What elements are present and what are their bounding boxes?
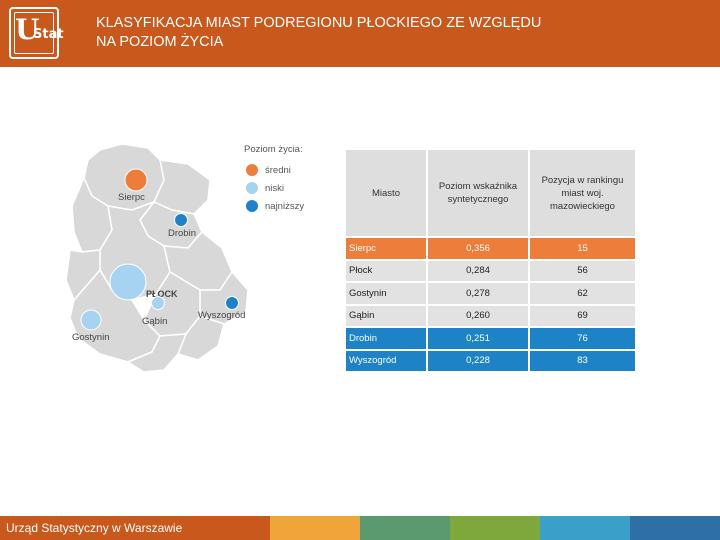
map-districts: [65, 143, 249, 373]
cell-index: 0,251: [426, 328, 528, 349]
subregion-map: Sierpc Drobin PŁOCK Gąbin Wyszogród Gost…: [65, 143, 249, 373]
header-city: Miasto: [346, 150, 426, 236]
header-bar: U Stat KLASYFIKACJA MIAST PODREGIONU PŁO…: [0, 0, 720, 67]
cell-index: 0,284: [426, 260, 528, 281]
title-line-2: NA POZIOM ŻYCIA: [96, 34, 224, 50]
footer-segment: [360, 516, 450, 540]
marker-wyszogrod: [225, 296, 239, 310]
page-title: KLASYFIKACJA MIAST PODREGIONU PŁOCKIEGO …: [96, 14, 541, 52]
map-legend: Poziom życia: średni niski najniższy: [244, 144, 334, 215]
logo-inner-frame: [14, 12, 54, 54]
marker-drobin: [174, 213, 188, 227]
footer-institution: Urząd Statystyczny w Warszawie: [6, 521, 183, 535]
cell-index: 0,278: [426, 283, 528, 304]
table-row: Płock 0,284 56: [346, 260, 635, 281]
header-index: Poziom wskaźnika syntetycznego: [426, 150, 528, 236]
cell-city: Gostynin: [346, 283, 426, 304]
legend-dot-medium: [246, 164, 258, 176]
footer-bar: [0, 516, 720, 540]
footer-segment: [540, 516, 630, 540]
table-row: Drobin 0,251 76: [346, 328, 635, 349]
legend-item-lowest: najniższy: [244, 197, 334, 215]
district-south-west: [65, 249, 101, 302]
map-label-plock: PŁOCK: [146, 289, 178, 299]
marker-plock: [109, 263, 147, 301]
cell-index: 0,260: [426, 305, 528, 326]
legend-dot-lowest: [246, 200, 258, 212]
map-label-sierpc: Sierpc: [118, 192, 145, 203]
legend-item-medium: średni: [244, 161, 334, 179]
footer-segment: [450, 516, 540, 540]
cell-rank: 83: [528, 350, 635, 371]
marker-gostynin: [80, 309, 102, 331]
legend-label-lowest: najniższy: [265, 200, 305, 212]
header-rank: Pozycja w rankingu miast woj. mazowiecki…: [528, 150, 635, 236]
legend-label-medium: średni: [265, 164, 291, 176]
ranking-table: Miasto Poziom wskaźnika syntetycznego Po…: [346, 148, 635, 373]
cell-city: Drobin: [346, 328, 426, 349]
footer-segment: [0, 516, 270, 540]
map-label-gostynin: Gostynin: [72, 332, 110, 343]
cell-rank: 76: [528, 328, 635, 349]
cell-rank: 15: [528, 238, 635, 259]
legend-item-low: niski: [244, 179, 334, 197]
cell-city: Wyszogród: [346, 350, 426, 371]
table-row: Sierpc 0,356 15: [346, 238, 635, 259]
legend-dot-low: [246, 182, 258, 194]
legend-title: Poziom życia:: [244, 144, 303, 155]
footer-segment: [270, 516, 360, 540]
table-row: Wyszogród 0,228 83: [346, 350, 635, 371]
ustat-logo: U Stat: [9, 7, 64, 59]
footer-segment: [630, 516, 720, 540]
marker-gabin: [151, 296, 165, 310]
logo-letter: U: [15, 13, 40, 46]
district-south: [126, 333, 188, 373]
map-label-drobin: Drobin: [168, 228, 196, 239]
map-label-gabin: Gąbin: [142, 316, 167, 327]
table-header-row: Miasto Poziom wskaźnika syntetycznego Po…: [346, 150, 635, 236]
cell-rank: 62: [528, 283, 635, 304]
cell-index: 0,356: [426, 238, 528, 259]
cell-city: Sierpc: [346, 238, 426, 259]
cell-city: Płock: [346, 260, 426, 281]
cell-rank: 69: [528, 305, 635, 326]
logo-text: Stat: [33, 27, 64, 42]
cell-index: 0,228: [426, 350, 528, 371]
cell-city: Gąbin: [346, 305, 426, 326]
table-row: Gostynin 0,278 62: [346, 283, 635, 304]
title-line-1: KLASYFIKACJA MIAST PODREGIONU PŁOCKIEGO …: [96, 15, 542, 31]
legend-label-low: niski: [265, 182, 285, 194]
cell-rank: 56: [528, 260, 635, 281]
table-row: Gąbin 0,260 69: [346, 305, 635, 326]
map-label-wyszogrod: Wyszogród: [198, 310, 245, 321]
marker-sierpc: [124, 168, 148, 192]
